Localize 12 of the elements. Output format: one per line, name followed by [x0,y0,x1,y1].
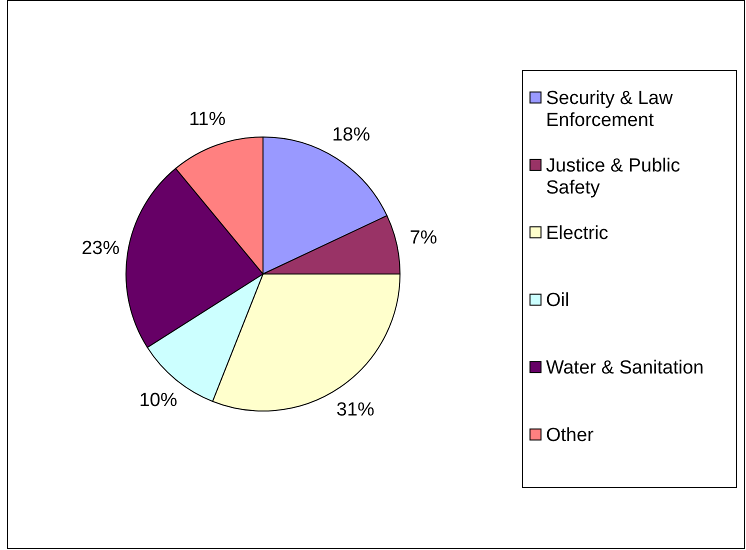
legend-label: Justice & Public Safety [546,154,680,198]
data-label: 23% [82,238,120,259]
legend-label: Other [546,424,594,446]
legend-label: Oil [546,290,570,311]
data-label: 31% [336,399,375,420]
data-label: 10% [139,390,178,412]
legend-label: Security & Law Enforcement [546,88,673,130]
legend-label: Water & Sanitation [546,357,704,378]
legend-label: Electric [546,222,608,244]
data-label: 11% [189,108,226,130]
data-label: 7% [410,228,438,249]
data-label: 18% [332,124,370,146]
